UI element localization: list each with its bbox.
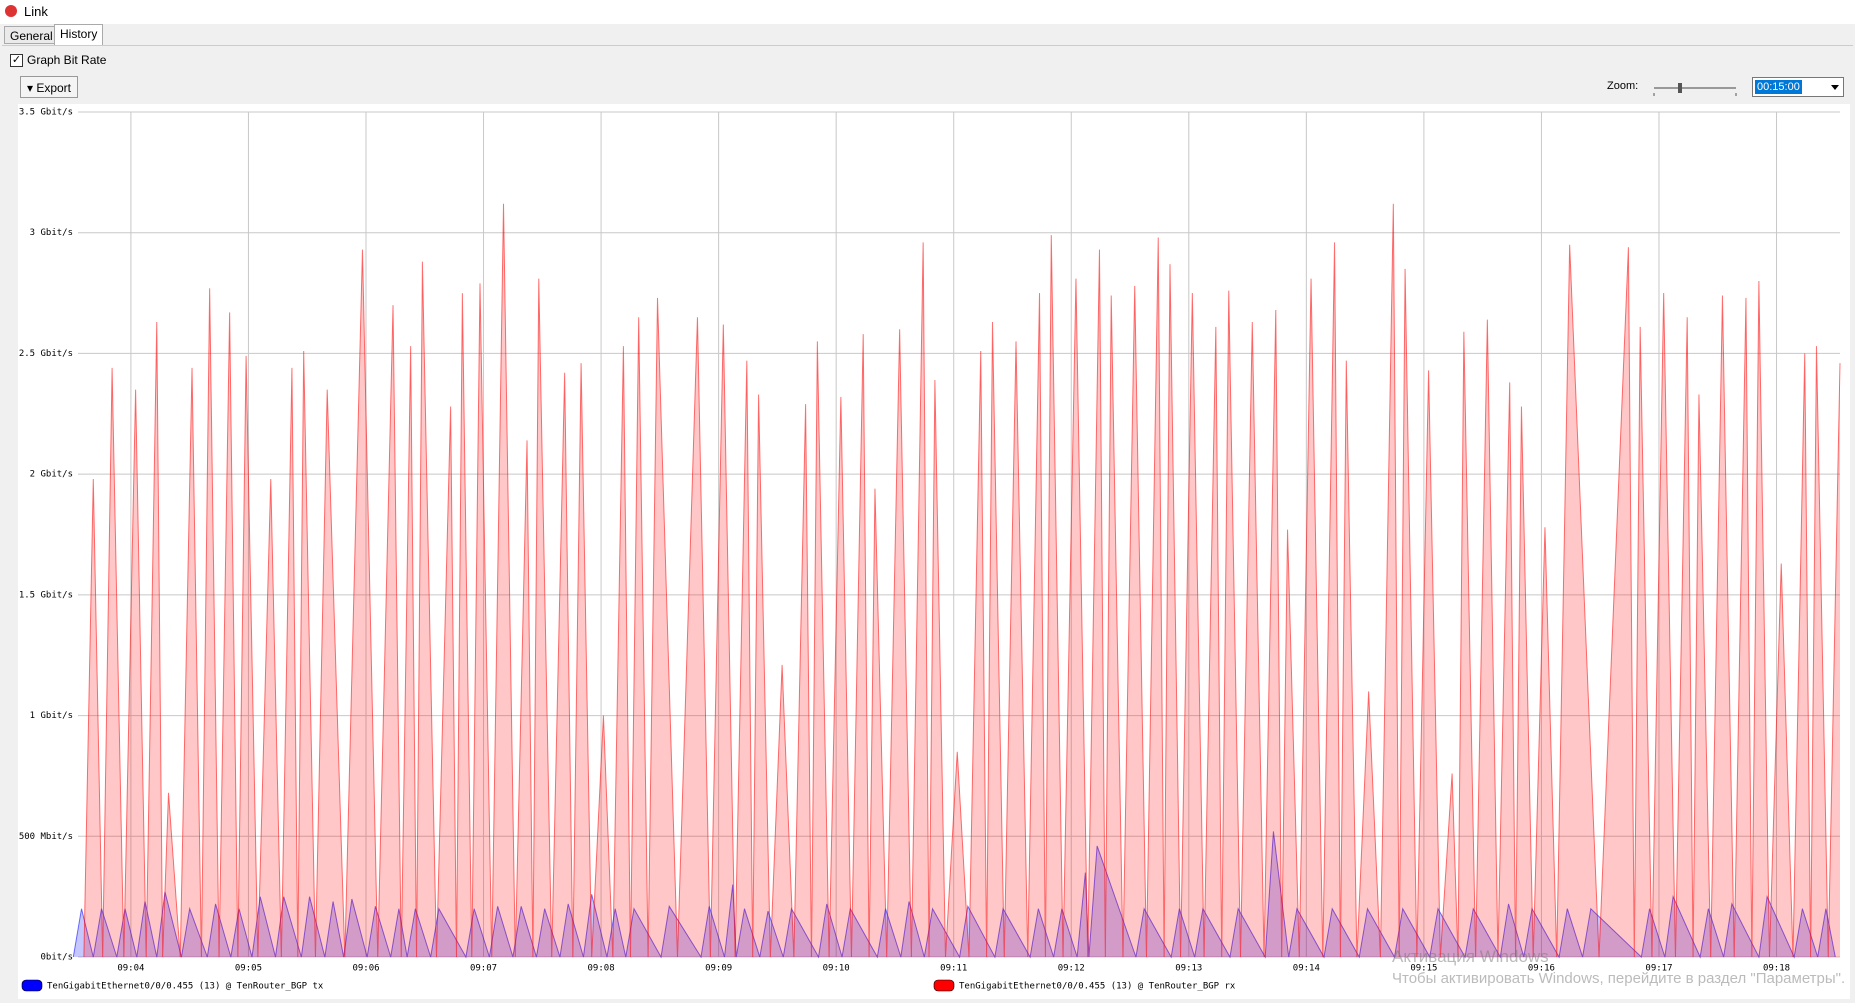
x-tick-label: 09:09 xyxy=(705,964,732,974)
watermark-text: Чтобы активировать Windows, перейдите в … xyxy=(1392,970,1846,987)
checkbox-label[interactable]: Graph Bit Rate xyxy=(27,53,107,67)
x-tick-label: 09:08 xyxy=(588,964,615,974)
legend-label: TenGigabitEthernet0/0/0.455 (13) @ TenRo… xyxy=(47,982,324,992)
zoom-value: 00:15:00 xyxy=(1755,80,1802,94)
app-icon xyxy=(5,5,17,17)
export-label: Export xyxy=(36,81,72,95)
x-tick-label: 09:07 xyxy=(470,964,497,974)
x-tick-label: 09:11 xyxy=(940,964,967,974)
y-tick-label: 0bit/s xyxy=(40,953,73,963)
y-tick-label: 1 Gbit/s xyxy=(30,711,73,721)
tab-active[interactable]: History xyxy=(54,24,104,46)
y-tick-label: 3 Gbit/s xyxy=(30,228,73,238)
legend-label: TenGigabitEthernet0/0/0.455 (13) @ TenRo… xyxy=(959,982,1236,992)
zoom-combo[interactable]: 00:15:00 xyxy=(1752,77,1844,97)
y-tick-label: 2.5 Gbit/s xyxy=(19,349,73,359)
legend-swatch xyxy=(21,979,43,992)
watermark-title: Активация Windows xyxy=(1392,947,1549,966)
series-area xyxy=(73,831,1836,957)
y-tick-label: 500 Mbit/s xyxy=(19,832,73,842)
export-button[interactable]: ▾ Export xyxy=(20,76,78,98)
x-tick-label: 09:12 xyxy=(1058,964,1085,974)
checkbox[interactable]: ✓ xyxy=(10,54,23,67)
zoom-label: Zoom: xyxy=(1607,80,1639,92)
y-tick-label: 1.5 Gbit/s xyxy=(19,590,73,600)
x-tick-label: 09:13 xyxy=(1175,964,1202,974)
x-tick-label: 09:06 xyxy=(352,964,379,974)
title-bar: Link xyxy=(0,0,1855,24)
x-tick-label: 09:04 xyxy=(117,964,144,974)
legend-swatch xyxy=(933,979,955,992)
series-line xyxy=(83,203,1841,958)
y-tick-label: 2 Gbit/s xyxy=(30,470,73,480)
zoom-slider[interactable] xyxy=(1652,82,1738,96)
window-title: Link xyxy=(24,4,48,19)
x-tick-label: 09:17 xyxy=(1645,964,1672,974)
tab[interactable]: General xyxy=(4,26,59,44)
y-tick-label: 3.5 Gbit/s xyxy=(19,108,73,118)
x-tick-label: 09:15 xyxy=(1410,964,1437,974)
x-tick-label: 09:18 xyxy=(1763,964,1790,974)
x-tick-label: 09:14 xyxy=(1293,964,1320,974)
x-tick-label: 09:05 xyxy=(235,964,262,974)
x-tick-label: 09:16 xyxy=(1528,964,1555,974)
x-tick-label: 09:10 xyxy=(823,964,850,974)
